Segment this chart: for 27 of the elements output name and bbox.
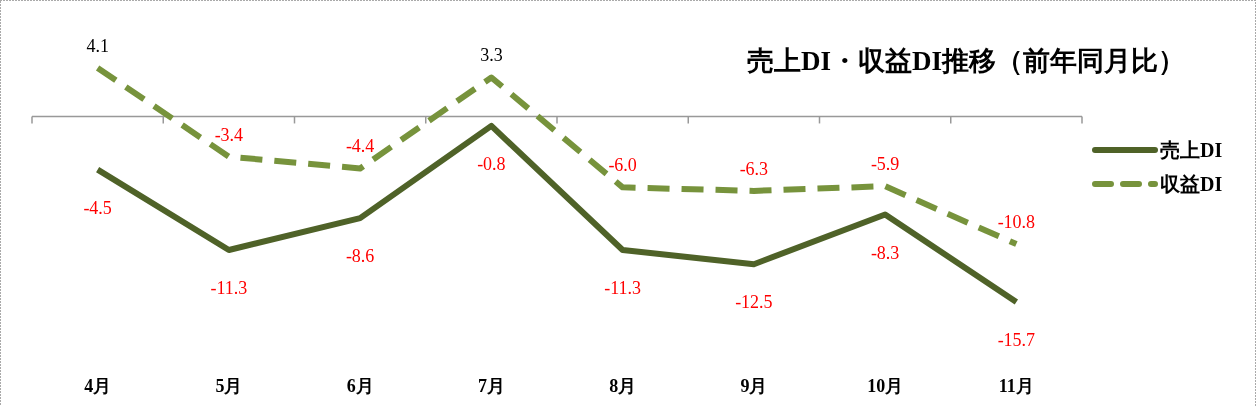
x-tick-label: 4月 xyxy=(84,376,112,396)
x-tick-label: 7月 xyxy=(477,376,505,396)
data-label: -5.9 xyxy=(870,154,900,175)
legend-label: 収益DI xyxy=(1160,173,1223,195)
data-label: 3.3 xyxy=(480,45,503,66)
x-tick-label: 10月 xyxy=(867,376,904,396)
data-label: -0.8 xyxy=(477,153,506,174)
data-label: 4.1 xyxy=(86,36,109,56)
data-label: -6.3 xyxy=(739,158,769,179)
x-tick-label: 8月 xyxy=(609,376,637,396)
data-label: -12.5 xyxy=(735,292,773,313)
data-label: -8.6 xyxy=(345,246,375,267)
data-label: -15.7 xyxy=(997,330,1036,350)
x-tick-label: 11月 xyxy=(998,376,1034,396)
x-tick-label: 5月 xyxy=(215,376,243,396)
x-tick-label: 9月 xyxy=(740,376,768,396)
data-label: -4.5 xyxy=(83,197,112,218)
data-label: -3.4 xyxy=(214,124,244,145)
x-tick-label: 6月 xyxy=(346,376,374,396)
data-label: -4.4 xyxy=(345,136,375,157)
data-label: -11.3 xyxy=(210,278,248,298)
data-label: -10.8 xyxy=(997,212,1036,233)
legend-label: 売上DI xyxy=(1160,139,1223,161)
data-label: -8.3 xyxy=(870,242,900,263)
chart-title: 売上DI・収益DI推移（前年同月比） xyxy=(746,46,1185,76)
data-label: -6.0 xyxy=(608,155,637,176)
data-label: -11.3 xyxy=(604,278,642,298)
